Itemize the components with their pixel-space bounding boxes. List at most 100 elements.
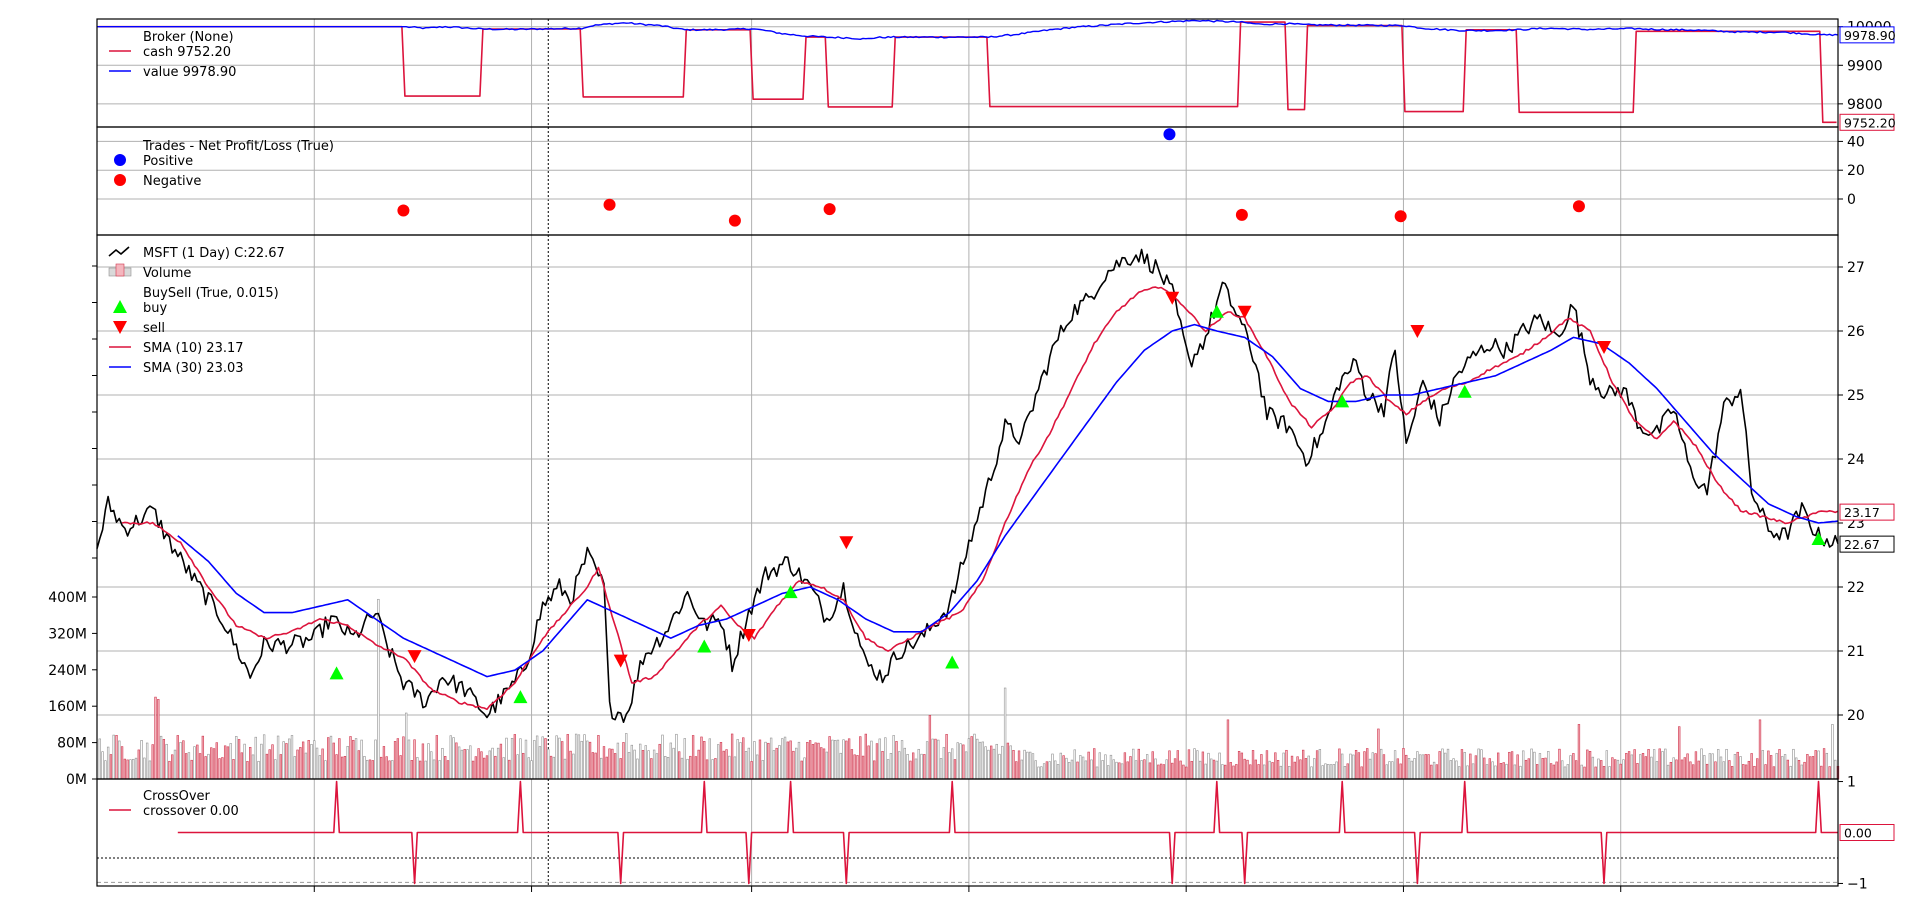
volume-bar xyxy=(1048,761,1051,780)
volume-bar xyxy=(1658,748,1661,780)
volume-bar xyxy=(1652,749,1656,780)
volume-bar xyxy=(1315,750,1319,780)
volume-bar xyxy=(215,742,218,780)
volume-bar xyxy=(1296,756,1299,780)
volume-bar xyxy=(1132,748,1135,780)
volume-bar xyxy=(246,761,249,780)
volume-bar xyxy=(728,755,731,780)
volume-bar xyxy=(633,749,636,780)
volume-bar xyxy=(1611,757,1614,780)
volume-bar xyxy=(1616,759,1620,780)
volume-bar xyxy=(990,745,993,780)
volume-bar xyxy=(923,754,926,780)
volume-bar xyxy=(1343,766,1347,780)
buy-marker xyxy=(329,666,344,680)
volume-bar xyxy=(1572,753,1575,780)
volume-bar xyxy=(1761,750,1764,780)
buy-marker xyxy=(945,655,960,669)
volume-bar xyxy=(427,743,430,780)
volume-bar xyxy=(1093,748,1096,780)
volume-bar xyxy=(1613,759,1617,780)
volume-bar xyxy=(1416,751,1419,780)
volume-bar xyxy=(226,746,230,780)
volume-bar xyxy=(1795,757,1798,780)
markers-layer xyxy=(329,128,1826,704)
volume-bar xyxy=(304,752,308,780)
volume-bar xyxy=(1232,765,1235,780)
volume-bar xyxy=(1831,724,1834,780)
volume-bar xyxy=(1711,753,1714,780)
volume-bar xyxy=(1327,764,1330,780)
volume-bar xyxy=(658,743,661,780)
y-tick-label: 40 xyxy=(1847,134,1865,150)
volume-bar xyxy=(1095,766,1099,780)
volume-bar xyxy=(441,747,444,780)
volume-bar xyxy=(558,737,561,780)
last-value-label: 9978.90 xyxy=(1844,28,1896,43)
volume-bar xyxy=(1045,761,1049,780)
volume-bar xyxy=(201,735,205,780)
volume-bar xyxy=(1797,760,1801,780)
volume-bar xyxy=(1126,761,1129,780)
volume-bar xyxy=(678,751,681,780)
volume-bar xyxy=(485,755,489,780)
volume-bar xyxy=(1302,749,1305,780)
volume-bar xyxy=(1207,752,1210,780)
volume-bar xyxy=(1778,749,1781,780)
volume-bar xyxy=(1452,758,1455,780)
volume-bar xyxy=(873,760,876,780)
volume-bar xyxy=(1474,755,1478,780)
volume-bar xyxy=(1477,748,1480,780)
volume-bar xyxy=(753,741,756,780)
volume-bar xyxy=(1402,748,1405,780)
volume-bar xyxy=(285,743,288,780)
volume-bar xyxy=(1485,764,1489,780)
volume-bar xyxy=(1062,755,1065,780)
volume-bar xyxy=(708,738,711,780)
volume-bar xyxy=(1254,759,1257,780)
volume-bar xyxy=(722,750,725,780)
volume-bar xyxy=(761,760,764,780)
volume-bar xyxy=(1137,748,1140,780)
volume-bar xyxy=(296,749,299,780)
volume-bar xyxy=(981,741,984,780)
volume-bar xyxy=(1001,745,1004,780)
volume-bar xyxy=(1224,764,1227,780)
volume-bar xyxy=(265,753,269,780)
volume-bar xyxy=(1201,751,1205,780)
volume-bar xyxy=(288,738,291,780)
volume-bar xyxy=(1307,755,1310,780)
volume-bar xyxy=(964,751,968,780)
volume-bar xyxy=(143,757,146,780)
volume-bar xyxy=(393,741,397,780)
volume-bar xyxy=(1680,759,1684,780)
volume-bar xyxy=(1502,762,1505,780)
volume-bar xyxy=(173,749,177,780)
volume-bar xyxy=(1427,754,1430,780)
volume-bar xyxy=(789,740,792,780)
volume-bar xyxy=(1012,750,1015,780)
y-tick-label: 25 xyxy=(1847,388,1865,404)
volume-bar xyxy=(1146,754,1149,780)
volume-bar xyxy=(374,739,377,780)
volume-bar xyxy=(1697,760,1700,780)
volume-bar xyxy=(689,755,692,780)
volume-tick-label: 400M xyxy=(48,590,87,606)
volume-tick-label: 80M xyxy=(57,736,87,752)
volume-bar xyxy=(1210,758,1213,780)
volume-bar xyxy=(555,735,558,780)
volume-bar xyxy=(513,734,517,780)
volume-bar xyxy=(1421,754,1425,780)
legend-label: value 9978.90 xyxy=(143,65,236,80)
volume-bar xyxy=(1363,751,1366,780)
legends: Broker (None)cash 9752.20 value 9978.90 Tr… xyxy=(108,30,334,819)
legend-label: CrossOver xyxy=(143,789,211,804)
volume-bar xyxy=(535,735,539,780)
volume-bar xyxy=(839,752,842,780)
volume-bar xyxy=(1140,760,1143,780)
volume-bar xyxy=(1756,758,1759,780)
volume-bar xyxy=(129,759,132,780)
crossover-panel-frame xyxy=(96,778,1839,887)
volume-bar xyxy=(1767,750,1770,780)
volume-bar xyxy=(600,757,603,780)
